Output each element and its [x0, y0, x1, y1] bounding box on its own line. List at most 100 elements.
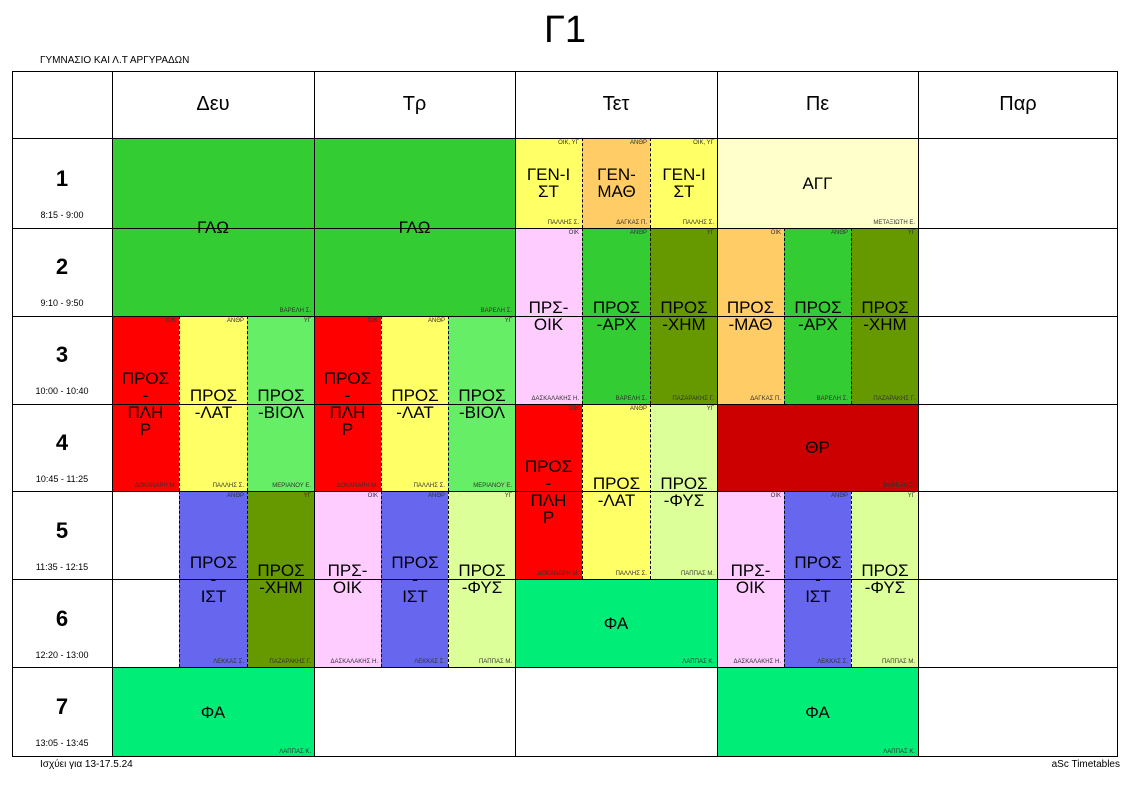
school-name: ΓΥΜΝΑΣΙΟ ΚΑΙ Λ.Τ ΑΡΓΥΡΑΔΩΝ: [40, 55, 190, 66]
lesson-teacher: ΔΑΣΚΑΛΑΚΗΣ Η.: [531, 396, 579, 402]
lesson-subject: ΠΡΟΣ - ΠΛΗ Ρ: [323, 368, 372, 439]
lesson-teacher: ΒΑΡΕΛΗ Σ.: [279, 308, 311, 314]
lesson-teacher: ΛΕΚΚΑΣ Σ.: [213, 659, 244, 665]
lesson-cell: ΓΕΝ-Ι ΣΤ ΟΙΚ, ΥΓ ΠΑΛΛΗΣ Σ.: [515, 138, 582, 228]
lesson-teacher: ΠΑΛΛΗΣ Σ.: [413, 483, 445, 489]
grid-column-line: [515, 71, 516, 757]
lesson-subject: ΘΡ: [805, 438, 830, 457]
lesson-subject: ΠΡΟΣ -ΑΡΧ: [592, 298, 641, 334]
period-number-7: 7: [55, 694, 69, 719]
grid-row-line: [12, 404, 1118, 405]
lesson-teacher: ΛΑΠΠΑΣ Κ.: [279, 749, 311, 755]
lesson-teacher: ΔΟΚΑΝΑΡΗ Μ.: [134, 483, 176, 489]
lesson-subject: ΠΡΟΣ -ΧΗΜ: [660, 298, 708, 334]
lesson-group: ΥΓ: [504, 318, 512, 324]
period-time-4: 10:45 - 11:25: [35, 474, 89, 484]
lesson-teacher: ΛΕΚΚΑΣ Σ.: [817, 659, 848, 665]
lesson-subject: ΠΡΣ- ΟΙΚ: [528, 298, 569, 334]
lesson-subject: ΓΕΝ- ΜΑΘ: [597, 165, 636, 201]
lesson-group: ΑΝΘΡ: [427, 493, 445, 499]
grid-frame: [12, 71, 1118, 757]
timetable-title: Γ1: [543, 9, 587, 51]
grid-column-line: [918, 71, 919, 757]
lesson-subject: ΠΡΟΣ -ΒΙΟΛ: [458, 385, 506, 422]
lesson-cell: ΓΕΝ-Ι ΣΤ ΟΙΚ, ΥΓ ΠΑΛΛΗΣ Σ.: [650, 138, 717, 228]
lesson-subject: ΠΡΟΣ -ΛΑΤ: [391, 385, 439, 422]
lesson-cell: ΦΑ ΛΑΠΠΑΣ Κ.: [112, 667, 314, 757]
lesson-teacher: ΜΕΤΑΞΙΩΤΗ Ε.: [873, 220, 915, 226]
validity-note: Ισχύει για 13-17.5.24: [40, 759, 133, 770]
lesson-teacher: ΔΑΓΚΑΣ Π.: [750, 396, 781, 402]
period-number-6: 6: [55, 606, 69, 631]
lesson-teacher: ΠΑΖΑΡΑΚΗΣ Γ.: [269, 659, 311, 665]
lesson-group: ΟΙΚ: [568, 230, 579, 236]
lesson-subject: ΠΡΟΣ -ΛΑΤ: [189, 385, 238, 422]
lesson-group: ΑΝΘΡ: [629, 230, 647, 236]
grid-row-line: [12, 667, 1118, 668]
lesson-group: ΥΓ: [706, 230, 714, 236]
period-time-5: 11:35 - 12:15: [35, 562, 89, 572]
grid-row-line: [12, 138, 1118, 139]
lesson-subject: ΠΡΟΣ - ΠΛΗ Ρ: [524, 456, 573, 527]
lesson-cell: ΓΛΩ ΒΑΡΕΛΗ Σ.: [314, 138, 515, 316]
lesson-group: ΑΝΘΡ: [629, 140, 647, 146]
lesson-subject: ΦΑ: [200, 702, 226, 722]
grid-column-line: [717, 71, 718, 757]
lesson-cell: ΠΡΟΣ -ΒΙΟΛ ΥΓ ΜΕΡΙΑΝΟΥ Ε.: [247, 316, 314, 491]
lesson-teacher: ΜΕΡΙΑΝΟΥ Ε.: [272, 483, 311, 489]
lesson-teacher: ΒΑΡΕΛΗ Σ.: [883, 483, 915, 489]
lesson-group: ΑΝΘΡ: [830, 493, 848, 499]
lesson-teacher: ΒΑΡΕΛΗ Σ.: [615, 396, 647, 402]
lesson-cell: ΠΡΟΣ - ΠΛΗ Ρ ΟΙΚ ΔΟΚΑΝΑΡΗ Μ.: [112, 316, 179, 491]
lesson-teacher: ΔΟΚΑΝΑΡΗ Μ.: [336, 483, 378, 489]
lesson-teacher: ΒΑΡΕΛΗ Σ.: [480, 308, 512, 314]
lesson-teacher: ΛΕΚΚΑΣ Σ.: [414, 659, 445, 665]
lesson-teacher: ΜΕΡΙΑΝΟΥ Ε.: [473, 483, 512, 489]
lesson-teacher: ΠΑΛΛΗΣ Σ.: [212, 483, 244, 489]
period-time-6: 12:20 - 13:00: [35, 650, 89, 660]
lesson-cell: ΦΑ ΛΑΠΠΑΣ Κ.: [515, 579, 717, 667]
grid-column-line: [314, 71, 315, 757]
lesson-teacher: ΒΑΡΕΛΗ Σ.: [816, 396, 848, 402]
lesson-teacher: ΔΑΓΚΑΣ Π.: [616, 220, 647, 226]
lesson-subject: ΠΡΟΣ -ΦΥΣ: [660, 473, 708, 510]
day-header-thu: Πε: [805, 93, 830, 115]
lesson-group: ΑΝΘΡ: [226, 493, 244, 499]
lesson-subject: ΠΡΟΣ -ΦΥΣ: [458, 561, 506, 597]
lesson-subject: ΠΡΟΣ -ΧΗΜ: [861, 298, 909, 334]
period-time-1: 8:15 - 9:00: [40, 210, 84, 220]
lesson-group: ΥΓ: [303, 318, 311, 324]
lesson-teacher: ΠΑΠΠΑΣ Μ.: [680, 571, 714, 577]
lesson-subject: ΓΛΩ: [398, 217, 431, 237]
lesson-group: ΟΙΚ, ΥΓ: [693, 140, 714, 146]
lesson-subject: ΠΡΟΣ - ΠΛΗ Ρ: [121, 368, 170, 439]
lesson-subject: ΑΓΓ: [802, 173, 833, 193]
lesson-group: ΟΙΚ: [165, 318, 176, 324]
lesson-cell: ΠΡΟΣ -ΛΑΤ ΑΝΘΡ ΠΑΛΛΗΣ Σ.: [381, 316, 448, 491]
lesson-subject: ΠΡΟΣ -ΛΑΤ: [592, 473, 641, 510]
period-number-3: 3: [55, 342, 69, 367]
lesson-group: ΑΝΘΡ: [427, 318, 445, 324]
lesson-subject: ΦΑ: [603, 613, 629, 633]
lesson-group: ΥΓ: [907, 493, 915, 499]
lesson-group: ΥΓ: [504, 493, 512, 499]
lesson-cell: ΘΡ ΒΑΡΕΛΗ Σ.: [717, 404, 918, 491]
period-number-1: 1: [55, 166, 69, 191]
lesson-cell: ΦΑ ΛΑΠΠΑΣ Κ.: [717, 667, 918, 757]
lesson-cell: ΠΡΟΣ -ΛΑΤ ΑΝΘΡ ΠΑΛΛΗΣ Σ.: [179, 316, 247, 491]
lesson-group: ΑΝΘΡ: [830, 230, 848, 236]
lesson-cell: ΑΓΓ ΜΕΤΑΞΙΩΤΗ Ε.: [717, 138, 918, 228]
lesson-subject: ΓΕΝ-Ι ΣΤ: [662, 165, 706, 201]
lesson-subject: ΓΛΩ: [197, 217, 229, 237]
lesson-group: ΟΙΚ, ΥΓ: [558, 140, 579, 146]
lesson-subject: ΠΡΣ- ΟΙΚ: [730, 561, 771, 597]
lesson-subject: ΠΡΟΣ -ΑΡΧ: [794, 298, 842, 334]
period-number-5: 5: [55, 518, 69, 543]
period-time-2: 9:10 - 9:50: [40, 298, 84, 308]
lesson-group: ΥΓ: [706, 406, 714, 412]
lesson-teacher: ΠΑΛΛΗΣ Σ.: [682, 220, 714, 226]
day-header-wed: Τετ: [602, 93, 630, 115]
lesson-teacher: ΠΑΛΛΗΣ Σ.: [547, 220, 579, 226]
grid-column-line: [112, 71, 113, 757]
day-header-tue: Τρ: [402, 93, 427, 115]
